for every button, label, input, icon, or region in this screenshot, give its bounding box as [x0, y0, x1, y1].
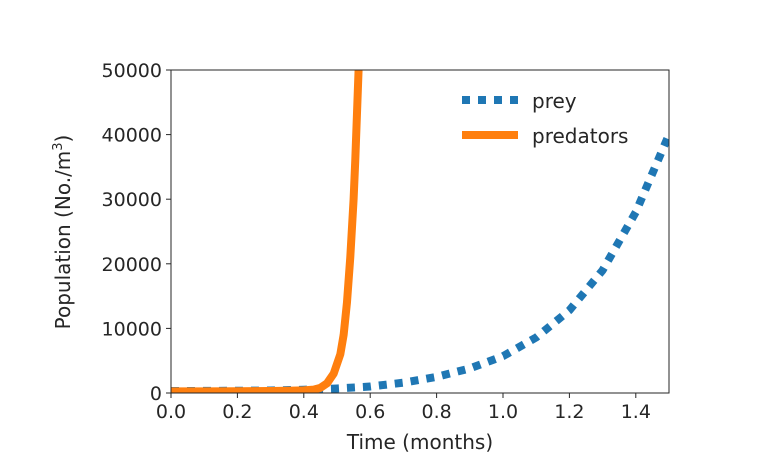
series-layer — [171, 38, 669, 392]
series-line-prey — [171, 135, 669, 391]
y-axis-label-end: ) — [51, 135, 75, 143]
legend-prey-label: prey — [532, 89, 577, 113]
y-tick-label: 30000 — [102, 189, 162, 211]
x-tick-label: 0.4 — [289, 401, 319, 423]
y-tick-label: 40000 — [102, 125, 162, 147]
x-tick-label: 0.8 — [421, 401, 451, 423]
series-line-predators — [171, 38, 360, 392]
y-axis-label-base: Population (No./m — [51, 151, 75, 330]
y-tick-label: 20000 — [102, 254, 162, 276]
x-tick-label: 1.4 — [621, 401, 651, 423]
x-tick-label: 0.2 — [222, 401, 252, 423]
ticks-layer: 0.0 0.2 0.4 0.6 0.8 1.0 1.2 1.40100002000030000… — [102, 60, 651, 423]
y-axis-label: Population (No./m3) — [51, 135, 75, 330]
x-axis-label: Time (months) — [346, 430, 493, 454]
y-tick-label: 50000 — [102, 60, 162, 82]
legend-predators-label: predators — [532, 124, 628, 148]
plot-frame — [171, 70, 669, 393]
y-tick-label: 10000 — [102, 318, 162, 340]
x-tick-label: 1.2 — [554, 401, 584, 423]
y-axis-label-superscript: 3 — [51, 142, 66, 150]
x-tick-label: 0.6 — [355, 401, 385, 423]
x-tick-label: 1.0 — [488, 401, 518, 423]
y-tick-label: 0 — [150, 383, 162, 405]
legend: prey predators — [462, 89, 628, 148]
